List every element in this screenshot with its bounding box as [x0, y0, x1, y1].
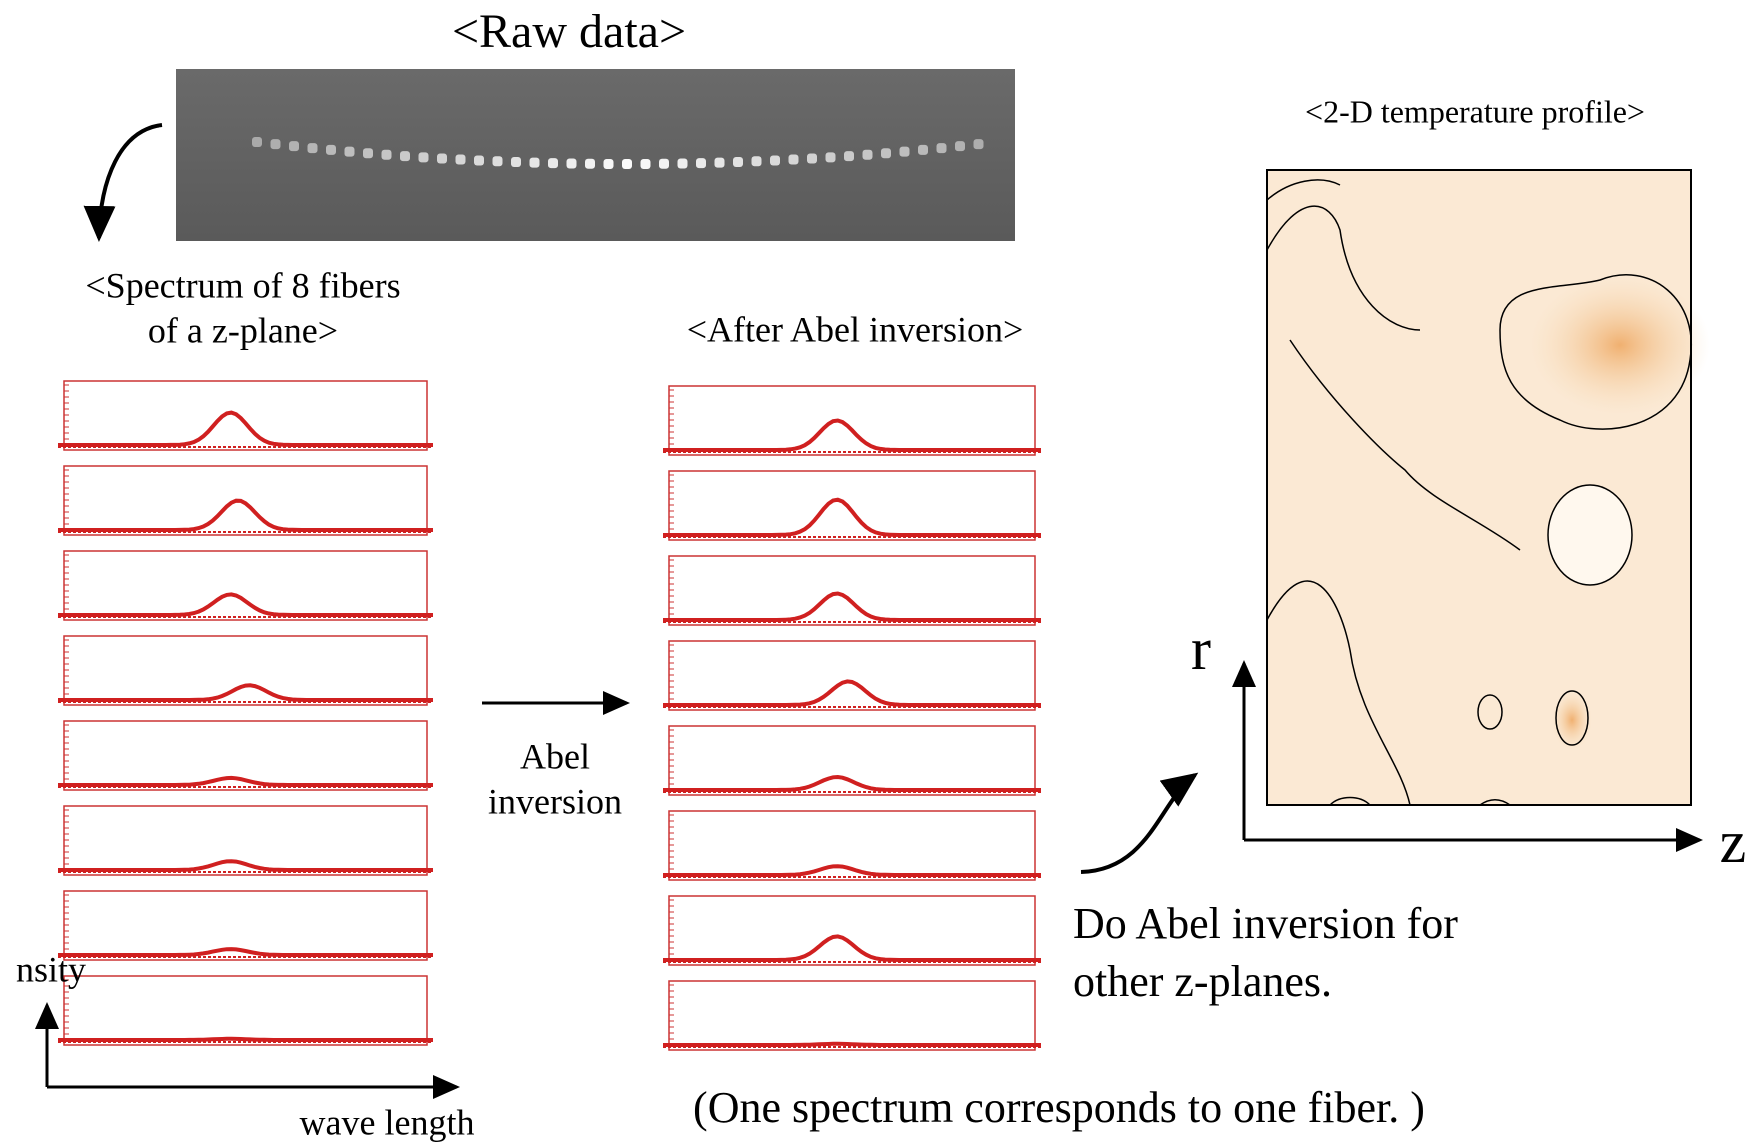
raw-dot — [937, 143, 947, 153]
spectrum-frame — [669, 896, 1035, 965]
raw-dot — [789, 155, 799, 165]
raw-dot — [511, 157, 521, 167]
raw-dot — [770, 155, 780, 165]
raw-dot — [863, 150, 873, 160]
caption: (One spectrum corresponds to one fiber. … — [693, 1083, 1425, 1132]
curved-arrow — [1081, 775, 1195, 872]
raw-dot — [696, 158, 706, 168]
spectrum-frame — [669, 556, 1035, 625]
raw-dot — [419, 152, 429, 162]
raw-dot — [955, 141, 965, 151]
raw-dot — [881, 148, 891, 158]
raw-dot — [807, 154, 817, 164]
raw-dot — [974, 139, 984, 149]
contour — [1548, 485, 1632, 585]
raw-dot — [456, 155, 466, 165]
spectrum-curve — [58, 1039, 433, 1040]
abel-arrow-label: inversion — [488, 781, 622, 821]
raw-dot — [289, 141, 299, 151]
spectrum-frame — [669, 386, 1035, 455]
raw-dot — [548, 158, 558, 168]
raw-dot — [918, 145, 928, 155]
raw-dot — [622, 159, 632, 169]
spectrum-frame — [669, 726, 1035, 795]
diagram: <Raw data> <2-D temperature profile> r z… — [0, 0, 1757, 1147]
z-label: z — [1720, 809, 1747, 875]
y-axis-label: nsity — [16, 949, 86, 989]
spectra — [58, 381, 1041, 1050]
hot-region — [1530, 275, 1710, 415]
spectrum-frame — [64, 466, 427, 535]
raw-dot — [844, 151, 854, 161]
abel-arrow-label: Abel — [520, 736, 590, 776]
raw-dot — [733, 157, 743, 167]
r-label: r — [1191, 616, 1211, 682]
raw-dot — [493, 156, 503, 166]
raw-dot — [437, 154, 447, 164]
raw-dot — [271, 139, 281, 149]
raw-dot — [363, 148, 373, 158]
raw-dot — [382, 150, 392, 160]
spectrum-frame — [669, 471, 1035, 540]
spectrum-frame — [64, 636, 427, 705]
raw-dot — [715, 158, 725, 168]
raw-dot — [530, 158, 540, 168]
spectrum-title: <Spectrum of 8 fibers — [85, 265, 400, 305]
raw-dot — [900, 147, 910, 157]
raw-dot — [752, 156, 762, 166]
raw-dot — [474, 155, 484, 165]
curved-arrow — [99, 125, 162, 238]
raw-dot — [659, 159, 669, 169]
raw-dot — [585, 159, 595, 169]
raw-dot — [308, 143, 318, 153]
profile-title: <2-D temperature profile> — [1305, 93, 1645, 129]
note: Do Abel inversion for — [1073, 899, 1458, 948]
spectrum-curve — [663, 1044, 1041, 1045]
raw-dot — [252, 137, 262, 147]
spectrum-frame — [669, 641, 1035, 710]
raw-dot — [567, 159, 577, 169]
raw-dot — [345, 147, 355, 157]
spectrum-frame — [669, 981, 1035, 1050]
spectrum-frame — [64, 381, 427, 450]
profile-map — [1267, 170, 1691, 805]
raw-dot — [826, 152, 836, 162]
raw-dot — [641, 159, 651, 169]
note: other z-planes. — [1073, 957, 1332, 1006]
spectrum-frame — [64, 976, 427, 1045]
abel-title: <After Abel inversion> — [687, 309, 1024, 349]
raw-dot — [400, 151, 410, 161]
spectrum-frame — [64, 551, 427, 620]
raw-dot — [326, 145, 336, 155]
raw-dot — [604, 159, 614, 169]
x-axis-label: wave length — [300, 1102, 475, 1142]
spectrum-title: of a z-plane> — [148, 310, 338, 350]
hot-region — [1552, 690, 1592, 750]
raw-title: <Raw data> — [452, 5, 686, 58]
raw-dot — [678, 159, 688, 169]
